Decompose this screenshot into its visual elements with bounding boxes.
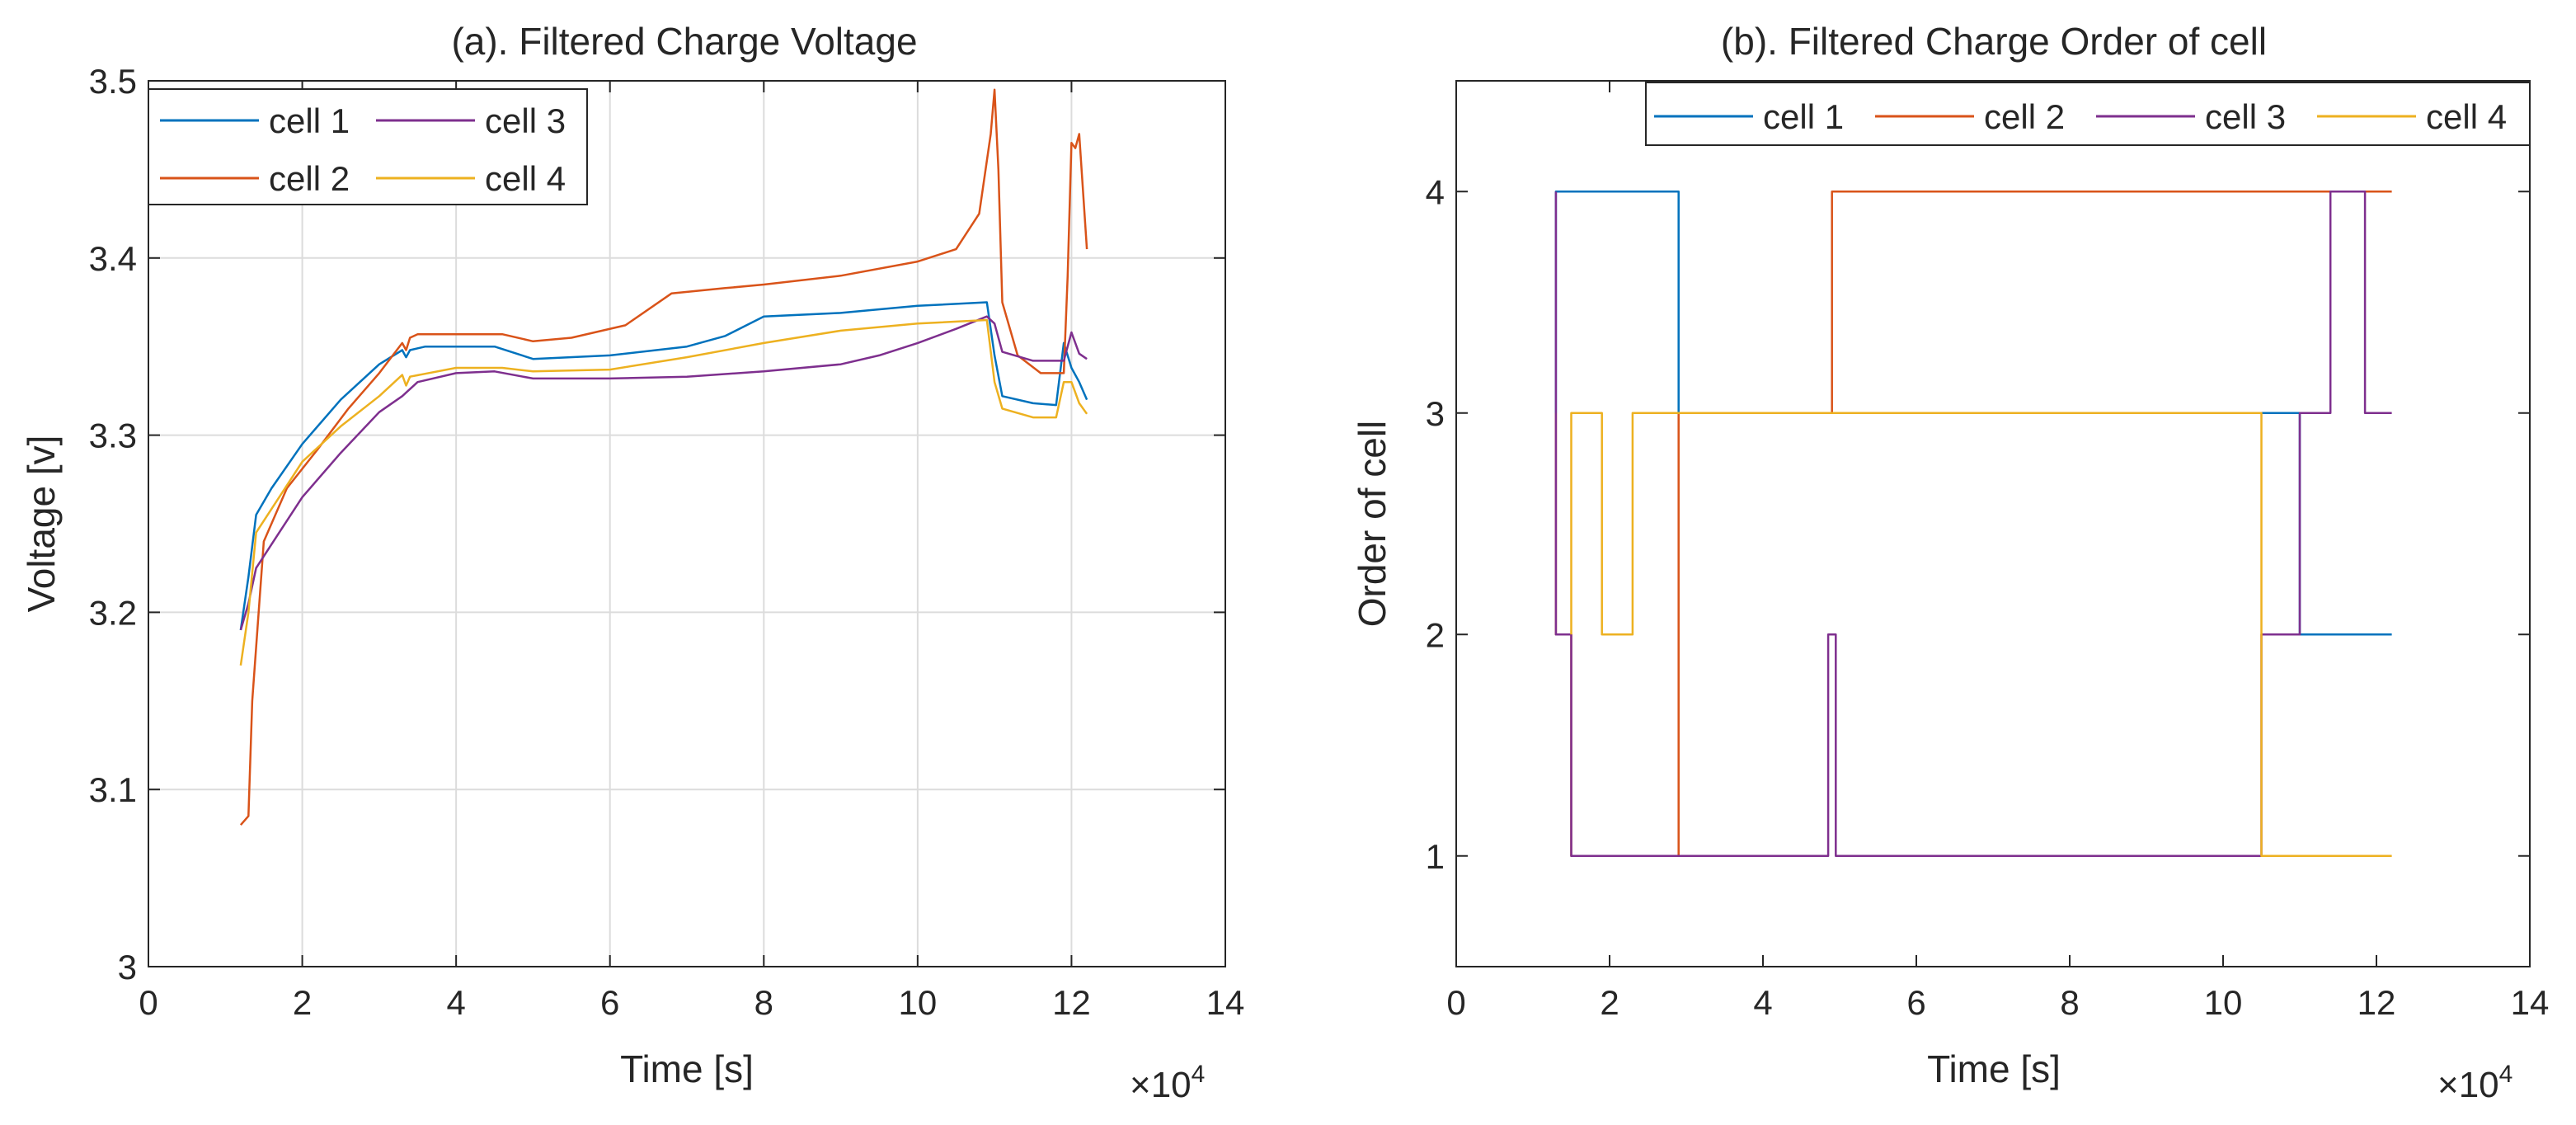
order-x-multiplier: ×104: [2437, 1061, 2513, 1105]
voltage-y-tick-label: 3.2: [89, 593, 137, 632]
voltage-x-tick-label: 2: [293, 983, 312, 1022]
voltage-chart: (a). Filtered Charge Voltage 0 2 4 6 8 10 12 14…: [20, 20, 1244, 1105]
voltage-chart-title: (a). Filtered Charge Voltage: [451, 20, 917, 63]
voltage-x-tick-label: 0: [139, 983, 157, 1022]
voltage-x-tick-label: 14: [1206, 983, 1245, 1022]
order-legend-box: [1645, 82, 2531, 146]
voltage-y-tick-label: 3.1: [89, 770, 137, 809]
order-legend-label: cell 4: [2426, 97, 2507, 136]
order-series-cell-4: [1570, 412, 2392, 858]
order-series-cell-3: [1554, 191, 2392, 858]
order-x-tick-label: 4: [1753, 983, 1772, 1022]
voltage-x-ticks: 0 2 4 6 8 10 12 14: [139, 81, 1244, 1022]
order-x-tick-label: 10: [2204, 983, 2243, 1022]
order-y-tick-label: 4: [1426, 172, 1445, 211]
order-chart: (b). Filtered Charge Order of cell 0 2 4 6 8…: [1351, 20, 2549, 1105]
voltage-x-tick-label: 6: [600, 983, 619, 1022]
order-x-tick-label: 14: [2511, 983, 2550, 1022]
order-legend: cell 1 cell 2 cell 3 cell 4: [1645, 82, 2531, 146]
voltage-y-tick-label: 3.5: [89, 62, 137, 101]
voltage-y-tick-label: 3.3: [89, 417, 137, 455]
order-y-tick-label: 2: [1426, 615, 1445, 654]
voltage-legend-box: [148, 88, 588, 205]
voltage-y-axis-label: Voltage [v]: [20, 435, 63, 613]
voltage-legend-label: cell 1: [269, 101, 350, 140]
order-x-tick-label: 8: [2060, 983, 2079, 1022]
voltage-x-tick-label: 8: [754, 983, 773, 1022]
voltage-x-tick-label: 12: [1052, 983, 1091, 1022]
order-legend-label: cell 1: [1763, 97, 1844, 136]
voltage-series-cell-3: [239, 315, 1088, 631]
order-x-tick-label: 6: [1906, 983, 1925, 1022]
order-chart-title: (b). Filtered Charge Order of cell: [1721, 20, 2267, 63]
voltage-y-tick-label: 3.4: [89, 239, 137, 278]
voltage-legend-label: cell 2: [269, 159, 350, 198]
voltage-legend-label: cell 4: [485, 159, 566, 198]
order-x-tick-label: 0: [1446, 983, 1465, 1022]
order-series-group: [1554, 191, 2392, 858]
voltage-legend-label: cell 3: [485, 101, 566, 140]
order-y-ticks: 1 2 3 4: [1426, 172, 2530, 876]
order-x-axis-label: Time [s]: [1927, 1047, 2061, 1090]
order-axes-box: [1455, 80, 2531, 967]
voltage-x-multiplier: ×104: [1130, 1061, 1205, 1105]
voltage-x-tick-label: 4: [446, 983, 465, 1022]
order-legend-label: cell 3: [2205, 97, 2286, 136]
voltage-series-cell-4: [239, 318, 1088, 666]
voltage-axes-box: [148, 80, 1226, 967]
order-y-tick-label: 3: [1426, 394, 1445, 433]
voltage-y-ticks: 3 3.1 3.2 3.3 3.4 3.5: [89, 62, 1225, 986]
order-y-axis-label: Order of cell: [1351, 421, 1394, 628]
voltage-series-cell-1: [239, 301, 1088, 631]
voltage-series-group: [239, 88, 1088, 826]
voltage-legend: cell 1 cell 3 cell 2 cell 4: [148, 88, 588, 205]
order-legend-label: cell 2: [1984, 97, 2065, 136]
voltage-x-axis-label: Time [s]: [620, 1047, 754, 1090]
order-y-tick-label: 1: [1426, 837, 1445, 876]
voltage-x-tick-label: 10: [898, 983, 937, 1022]
order-x-ticks: 0 2 4 6 8 10 12 14: [1446, 81, 2549, 1022]
order-x-tick-label: 2: [1600, 983, 1619, 1022]
voltage-y-tick-label: 3: [118, 948, 137, 986]
order-x-tick-label: 12: [2357, 983, 2396, 1022]
voltage-series-cell-2: [239, 88, 1088, 826]
